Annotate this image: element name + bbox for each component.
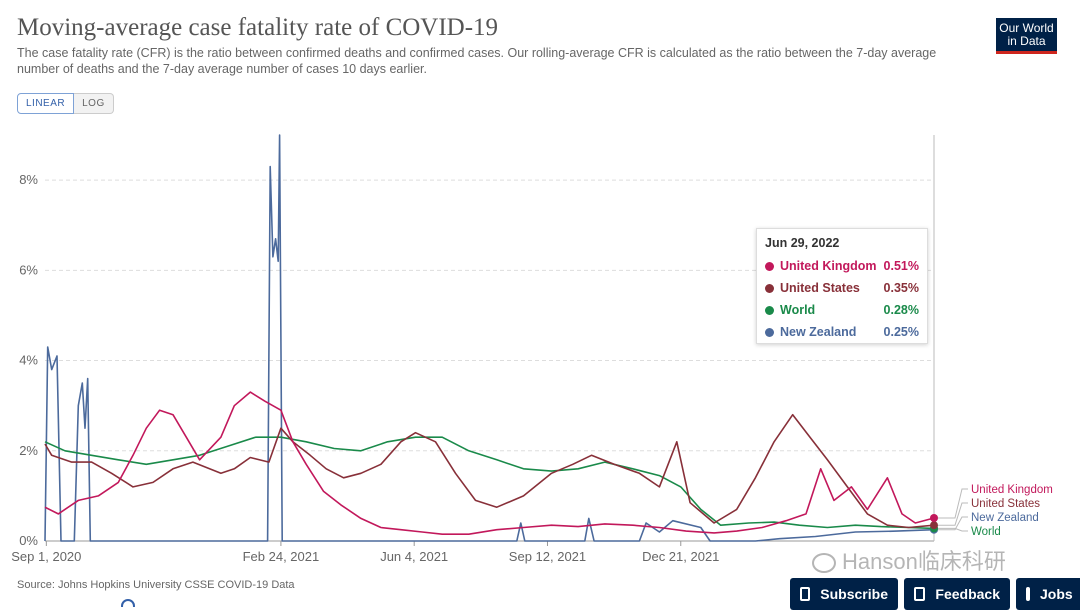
feedback-button[interactable]: Feedback [904, 578, 1010, 610]
handshake-icon [1026, 587, 1030, 601]
tooltip-series-value: 0.25% [883, 325, 919, 339]
end-label-connector [938, 502, 968, 526]
legend-dot-icon [765, 305, 774, 315]
tooltip-row: New Zealand 0.25% [765, 321, 919, 343]
y-tick-label: 4% [19, 353, 38, 368]
y-axis-ticks: 0% 2% 4% 6% 8% [19, 172, 38, 548]
series-lines [44, 134, 938, 542]
end-label-connector [938, 488, 968, 519]
tooltip-row: World 0.28% [765, 299, 919, 321]
legend-dot-icon [765, 283, 774, 293]
x-tick-label: Sep 1, 2020 [11, 549, 81, 564]
end-label-connector [938, 527, 968, 532]
tooltip-row: United States 0.35% [765, 277, 919, 299]
tooltip-series-value: 0.51% [883, 259, 919, 273]
y-tick-label: 8% [19, 172, 38, 187]
logo-line-1: Our World [999, 21, 1054, 35]
watermark: Hanson临床科研 [812, 544, 1006, 576]
linear-scale-button[interactable]: LINEAR [17, 93, 75, 114]
x-tick-label: Feb 24, 2021 [243, 549, 320, 564]
tooltip-series-name: New Zealand [780, 325, 857, 339]
scale-toggle: LINEAR LOG [17, 93, 114, 114]
chart-title: Moving-average case fatality rate of COV… [17, 14, 499, 41]
end-label-connector [938, 516, 968, 531]
tooltip-row: United Kingdom 0.51% [765, 255, 919, 277]
x-tick-label: Jun 4, 2021 [380, 549, 448, 564]
timeline-handle[interactable] [121, 599, 135, 607]
end-label: New Zealand [971, 512, 1039, 524]
tooltip-series-value: 0.28% [883, 303, 919, 317]
logo-line-2: in Data [1007, 34, 1046, 48]
chart-subtitle: The case fatality rate (CFR) is the rati… [17, 46, 937, 76]
wechat-icon [812, 553, 836, 574]
series-line-united-kingdom [44, 391, 935, 535]
end-labels: United Kingdom United States New Zealand Wo… [938, 484, 1053, 538]
tooltip-series-name: United Kingdom [780, 259, 877, 273]
owid-logo[interactable]: Our World in Data [996, 18, 1057, 54]
tooltip-series-name: United States [780, 281, 860, 295]
y-tick-label: 6% [19, 262, 38, 277]
tooltip-series-name: World [780, 303, 816, 317]
end-label: United States [971, 498, 1040, 510]
log-scale-button[interactable]: LOG [74, 93, 114, 114]
tooltip-date: Jun 29, 2022 [765, 236, 840, 250]
watermark-text: Hanson临床科研 [842, 549, 1006, 574]
x-axis-ticks: Sep 1, 2020 Feb 24, 2021 Jun 4, 2021 Sep 12… [11, 541, 719, 564]
y-tick-label: 0% [19, 533, 38, 548]
comment-icon [914, 587, 926, 601]
subscribe-label: Subscribe [820, 586, 888, 602]
x-tick-label: Dec 21, 2021 [642, 549, 719, 564]
end-point [930, 521, 938, 530]
legend-dot-icon [765, 327, 774, 337]
series-line-united-states [44, 413, 935, 529]
end-point [930, 513, 938, 522]
legend-dot-icon [765, 261, 774, 271]
source-note: Source: Johns Hopkins University CSSE CO… [17, 579, 295, 591]
tooltip: Jun 29, 2022 United Kingdom 0.51% United S… [756, 228, 928, 344]
series-line-new-zealand [44, 134, 935, 542]
jobs-label: Jobs [1040, 586, 1073, 602]
end-label: World [971, 526, 1001, 538]
feedback-label: Feedback [935, 586, 1000, 602]
subscribe-button[interactable]: Subscribe [790, 578, 898, 610]
end-label: United Kingdom [971, 484, 1053, 496]
x-tick-label: Sep 12, 2021 [509, 549, 586, 564]
mail-icon [800, 587, 811, 601]
tooltip-series-value: 0.35% [883, 281, 919, 295]
jobs-button[interactable]: Jobs [1016, 578, 1080, 610]
series-line-world [44, 436, 935, 530]
y-tick-label: 2% [19, 443, 38, 458]
